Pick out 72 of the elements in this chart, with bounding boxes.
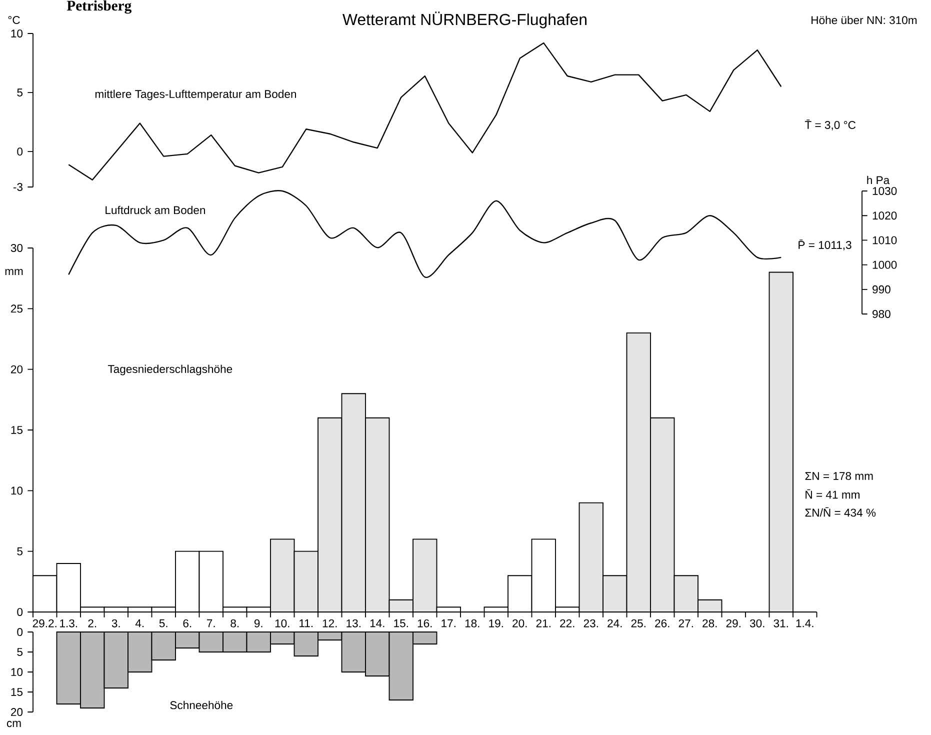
y-tick-label: 0 [17,148,23,156]
y-tick-label: 5 [17,648,23,656]
x-tick-label: 3. [112,619,120,628]
annotation: N̄ = 41 mm [806,489,860,499]
x-tick-label: 11. [300,619,313,628]
x-tick-label: 29.2. [32,619,56,628]
series-label: Luftdruck am Boden [106,206,205,214]
x-tick-label: 12. [322,619,337,628]
x-tick-label: 23. [584,619,598,628]
annotation: P̄ = 1011,3 [798,240,852,250]
y-tick-label: 980 [872,310,890,318]
x-tick-label: 9. [254,619,262,628]
x-tick-label: 19. [489,619,503,628]
y-tick-label: 990 [872,285,890,294]
annotation: ΣN/N̄ = 434 % [805,507,876,517]
y-tick-label: 10 [11,30,23,38]
x-tick-label: 10. [275,619,290,628]
text: Tagesniederschlagshöhe [108,364,232,376]
y-axis-title: h Pa [867,176,890,184]
x-tick-label: 7. [207,619,215,628]
y-tick-label: 5 [17,547,23,556]
x-tick-label: 26. [655,619,670,628]
chart-title: Wetteramt NÜRNBERG-Flughafen [342,12,586,28]
x-tick-label: 27. [678,619,693,628]
x-tick-label: 6. [183,619,192,628]
y-tick-label: 1030 [872,187,897,195]
y-tick-label: 5 [17,88,23,96]
text: Petrisberg [66,0,132,14]
x-tick-label: 13. [346,619,360,628]
x-tick-label: 1.3. [60,619,78,628]
y-axis-title: °C [8,16,20,24]
x-tick-label: 15. [394,619,408,628]
x-tick-label: 1.4. [796,619,814,628]
y-tick-label: 1010 [872,236,897,244]
x-tick-label: 22. [560,619,574,628]
annotation: T̄ = 3,0 °C [804,120,856,130]
y-tick-label: 1000 [872,260,897,269]
y-tick-label: 10 [11,668,23,676]
y-tick-label: 15 [11,426,23,434]
y-tick-label: 15 [11,688,23,696]
x-tick-label: 17. [442,619,456,628]
text: Höhe über NN: 310m [812,16,917,24]
y-tick-label: 10 [11,486,23,495]
annotation: ΣN = 178 mm [805,472,873,480]
x-tick-label: 28. [702,619,717,628]
x-tick-label: 2. [88,619,96,628]
x-tick-label: 21. [536,619,550,628]
x-tick-label: 14. [370,619,384,628]
y-tick-label: 0 [17,628,23,636]
y-axis-title: cm [6,720,21,728]
x-tick-label: 5. [159,619,168,628]
y-tick-label: 0 [17,608,23,616]
y-tick-label: 20 [10,365,23,374]
y-tick-label: 20 [10,708,23,716]
y-tick-label: -3 [13,183,23,191]
x-tick-label: 18. [465,619,480,628]
x-tick-label: 29. [726,619,740,628]
x-tick-label: 31. [774,619,788,628]
x-tick-label: 25. [631,619,646,628]
y-tick-label: 25 [10,304,23,313]
x-tick-label: 24. [608,619,622,628]
x-tick-label: 16. [418,619,432,628]
x-tick-label: 20. [512,619,527,628]
text: mittlere Tages-Lufttemperatur am Boden [95,90,296,100]
line-series [68,190,782,278]
y-tick-label: 30 [10,244,23,252]
x-tick-label: 30. [750,619,764,628]
x-tick-label: 8. [230,619,239,628]
text: Schneehöhe [170,700,233,710]
y-tick-label: 1020 [872,212,897,220]
x-tick-label: 4. [135,619,144,628]
y-axis-title: mm [5,268,23,276]
